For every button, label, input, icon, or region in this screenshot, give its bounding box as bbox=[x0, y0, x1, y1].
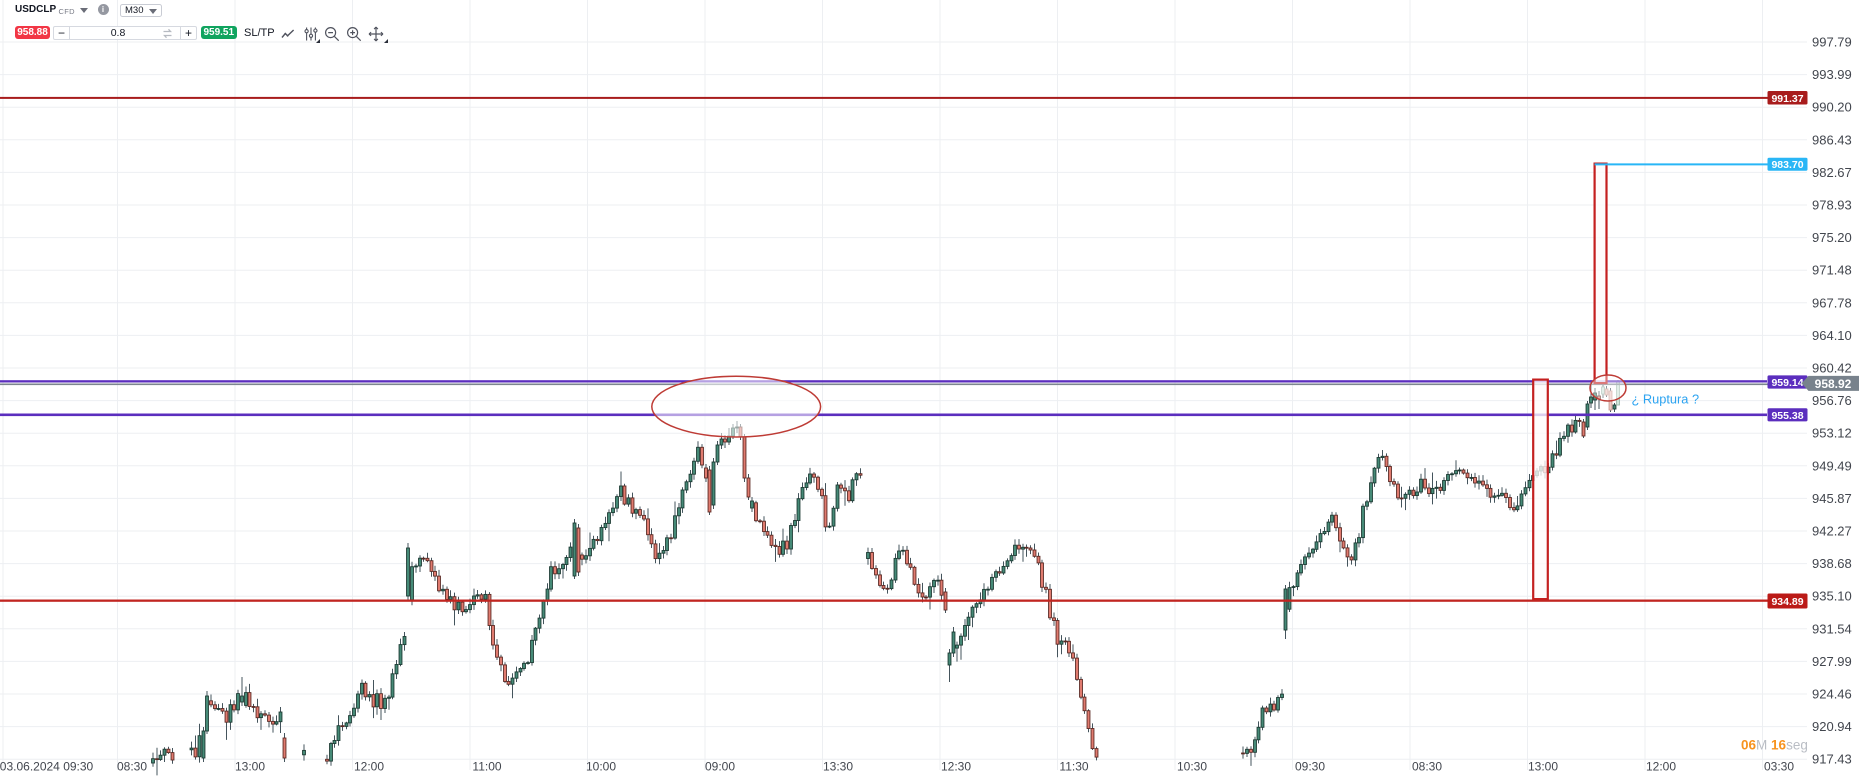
svg-text:956.76: 956.76 bbox=[1812, 393, 1852, 408]
svg-text:955.38: 955.38 bbox=[1771, 410, 1803, 422]
svg-text:13:00: 13:00 bbox=[1528, 760, 1558, 774]
svg-text:993.99: 993.99 bbox=[1812, 67, 1852, 82]
svg-text:920.94: 920.94 bbox=[1812, 719, 1852, 734]
svg-text:978.93: 978.93 bbox=[1812, 198, 1852, 213]
svg-text:959.14: 959.14 bbox=[1771, 377, 1803, 389]
svg-text:03.06.2024 09:30: 03.06.2024 09:30 bbox=[0, 760, 94, 774]
svg-text:942.27: 942.27 bbox=[1812, 524, 1852, 539]
svg-text:982.67: 982.67 bbox=[1812, 165, 1852, 180]
svg-text:13:30: 13:30 bbox=[823, 760, 853, 774]
svg-text:11:00: 11:00 bbox=[472, 760, 501, 774]
svg-text:09:00: 09:00 bbox=[705, 760, 735, 774]
svg-text:949.49: 949.49 bbox=[1812, 458, 1852, 473]
svg-text:953.12: 953.12 bbox=[1812, 426, 1852, 441]
svg-text:09:30: 09:30 bbox=[1295, 760, 1325, 774]
svg-text:945.87: 945.87 bbox=[1812, 491, 1852, 506]
svg-text:990.20: 990.20 bbox=[1812, 100, 1852, 115]
svg-text:935.10: 935.10 bbox=[1812, 589, 1852, 604]
svg-text:927.99: 927.99 bbox=[1812, 654, 1852, 669]
svg-text:06M 16seg: 06M 16seg bbox=[1741, 738, 1808, 753]
svg-text:12:30: 12:30 bbox=[941, 760, 971, 774]
svg-text:13:00: 13:00 bbox=[235, 760, 265, 774]
svg-text:975.20: 975.20 bbox=[1812, 230, 1852, 245]
svg-text:917.43: 917.43 bbox=[1812, 752, 1852, 767]
svg-text:938.68: 938.68 bbox=[1812, 556, 1852, 571]
svg-text:924.46: 924.46 bbox=[1812, 687, 1852, 702]
svg-text:12:00: 12:00 bbox=[354, 760, 384, 774]
svg-text:931.54: 931.54 bbox=[1812, 621, 1852, 636]
svg-text:11:30: 11:30 bbox=[1059, 760, 1088, 774]
svg-text:958.92: 958.92 bbox=[1815, 377, 1852, 391]
svg-text:997.79: 997.79 bbox=[1812, 35, 1852, 50]
svg-text:¿ Ruptura ?: ¿ Ruptura ? bbox=[1632, 392, 1700, 407]
svg-text:983.70: 983.70 bbox=[1771, 159, 1803, 171]
svg-text:10:30: 10:30 bbox=[1177, 760, 1207, 774]
svg-text:967.78: 967.78 bbox=[1812, 295, 1852, 310]
svg-text:991.37: 991.37 bbox=[1771, 93, 1803, 105]
svg-text:964.10: 964.10 bbox=[1812, 328, 1852, 343]
svg-text:10:00: 10:00 bbox=[586, 760, 616, 774]
svg-text:03:30: 03:30 bbox=[1764, 760, 1794, 774]
svg-text:960.42: 960.42 bbox=[1812, 361, 1852, 376]
svg-text:934.89: 934.89 bbox=[1771, 596, 1803, 608]
svg-text:12:00: 12:00 bbox=[1646, 760, 1676, 774]
svg-text:971.48: 971.48 bbox=[1812, 263, 1852, 278]
svg-text:08:30: 08:30 bbox=[1412, 760, 1442, 774]
svg-text:986.43: 986.43 bbox=[1812, 132, 1852, 147]
svg-text:08:30: 08:30 bbox=[117, 760, 147, 774]
